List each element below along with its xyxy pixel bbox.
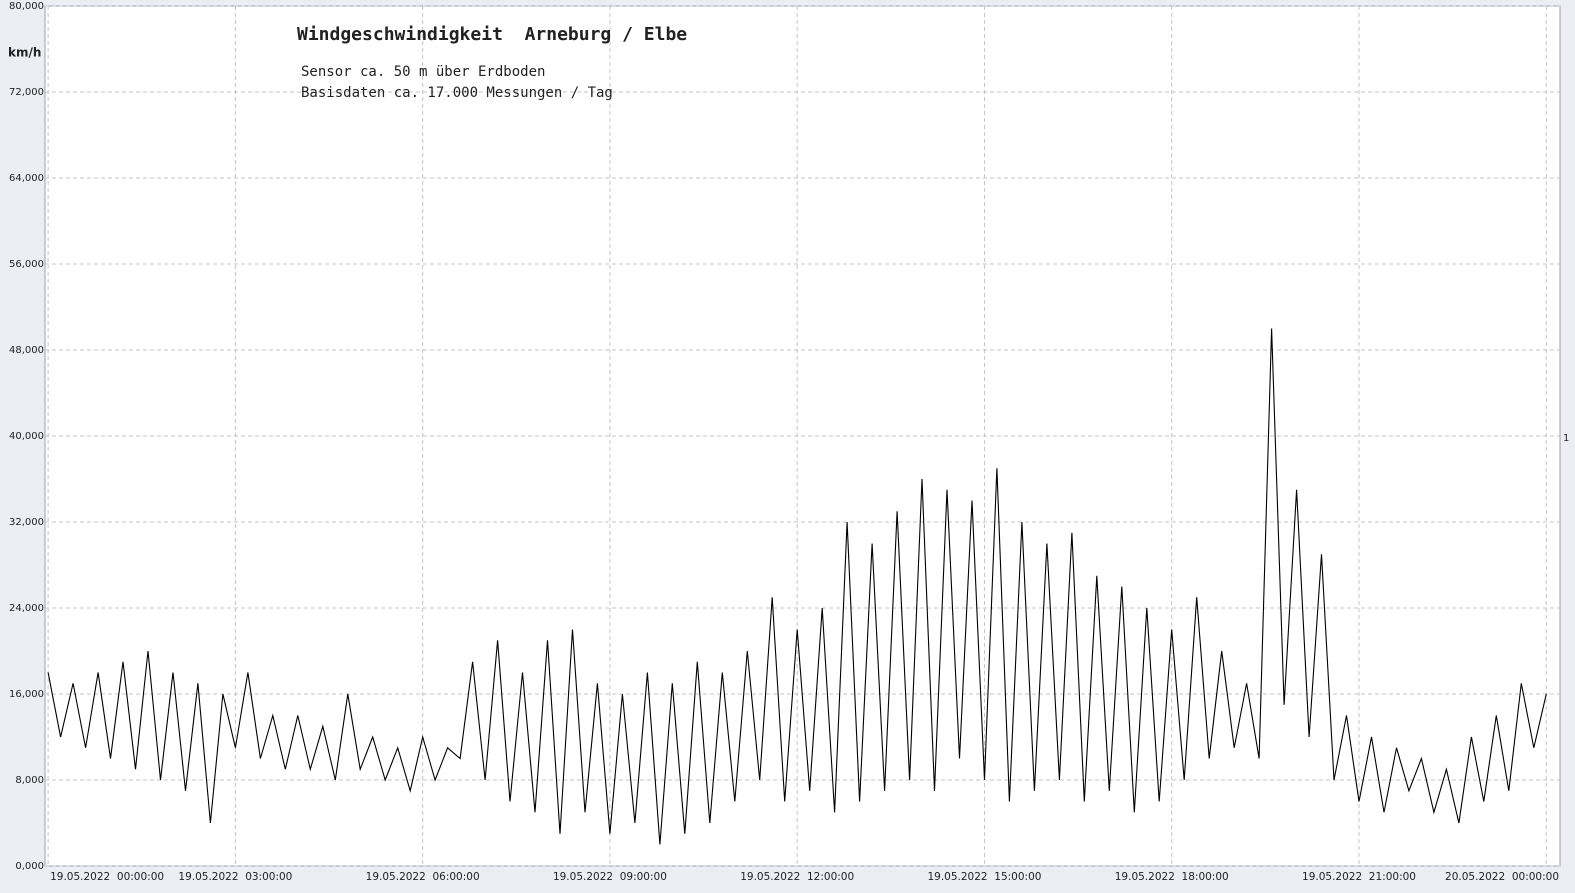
y-tick-label: 32,000 (9, 517, 44, 528)
subtitle: Sensor ca. 50 m über Erdboden (301, 64, 545, 80)
x-tick-label: 19.05.2022 00:00:00 (50, 871, 164, 883)
y-tick-label: 72,000 (9, 87, 44, 98)
subtitle: Basisdaten ca. 17.000 Messungen / Tag (301, 85, 613, 101)
y-tick-label: 64,000 (9, 173, 44, 184)
y-tick-label: 24,000 (9, 603, 44, 614)
x-tick-label: 19.05.2022 21:00:00 (1302, 871, 1416, 883)
x-tick-label: 19.05.2022 03:00:00 (178, 871, 292, 883)
y-tick-label: 48,000 (9, 345, 44, 356)
y-tick-label: 56,000 (9, 259, 44, 270)
x-tick-label: 20.05.2022 00:00:00 (1445, 871, 1559, 883)
y-tick-label: 8,000 (15, 775, 44, 786)
x-tick-label: 19.05.2022 15:00:00 (927, 871, 1041, 883)
y-tick-label: 80,000 (9, 1, 44, 12)
y-tick-label: 0,000 (15, 861, 44, 872)
x-tick-label: 19.05.2022 18:00:00 (1115, 871, 1229, 883)
chart-title: Windgeschwindigkeit Arneburg / Elbe (297, 24, 687, 45)
y-tick-label: 40,000 (9, 431, 44, 442)
data-line (47, 328, 1547, 845)
y-tick-label: 16,000 (9, 689, 44, 700)
x-tick-label: 19.05.2022 06:00:00 (366, 871, 480, 883)
annotation: 1 (1563, 433, 1569, 444)
y-axis-label: km/h (8, 46, 41, 60)
x-tick-label: 19.05.2022 09:00:00 (553, 871, 667, 883)
x-tick-label: 19.05.2022 12:00:00 (740, 871, 854, 883)
